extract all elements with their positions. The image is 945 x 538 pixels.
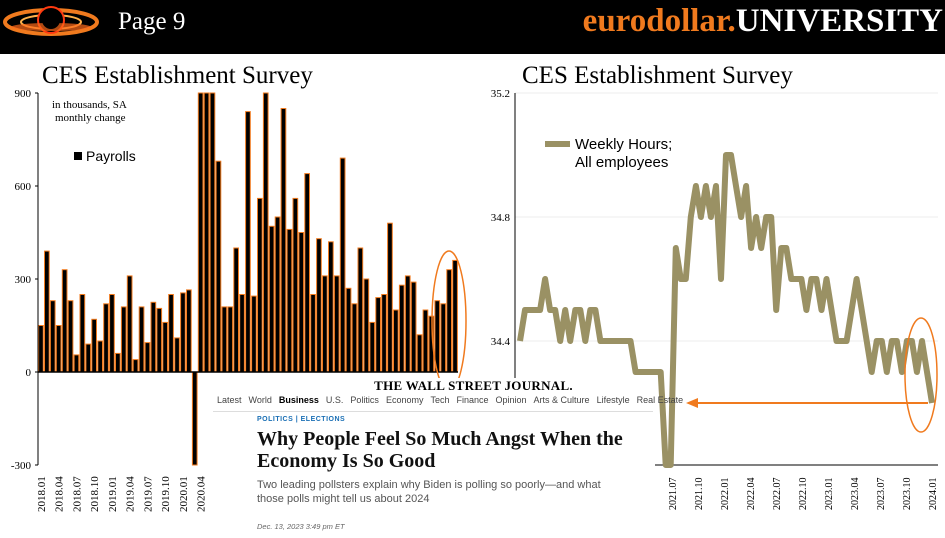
wsj-nav-item[interactable]: U.S. bbox=[325, 395, 344, 405]
wsj-nav-item[interactable]: Tech bbox=[430, 395, 450, 405]
wsj-nav-bar: Latest World Business U.S. Politics Economy Te… bbox=[213, 395, 683, 412]
right-legend-label-2: All employees bbox=[575, 154, 668, 171]
wsj-dek: Two leading pollsters explain why Biden … bbox=[257, 479, 601, 505]
wsj-nav-item[interactable]: Business bbox=[278, 395, 319, 405]
left-legend-swatch bbox=[74, 152, 82, 160]
left-xtick-label: 2019.01 bbox=[107, 476, 119, 512]
top-bar bbox=[0, 0, 945, 54]
left-xtick-label: 2020.01 bbox=[178, 476, 190, 512]
wsj-nav-item[interactable]: Arts & Culture bbox=[533, 395, 590, 405]
page-number: Page 9 bbox=[118, 8, 186, 35]
left-xtick-label: 2018.10 bbox=[89, 476, 101, 512]
wsj-nav-item[interactable]: Economy bbox=[385, 395, 424, 405]
reference-arrowhead bbox=[686, 398, 698, 408]
left-xtick-label: 2019.04 bbox=[125, 476, 137, 512]
wsj-headline[interactable]: Why People Feel So Much Angst When the E… bbox=[257, 428, 623, 472]
left-ytick-label: -300 bbox=[11, 460, 32, 472]
right-legend-label-1: Weekly Hours; bbox=[575, 136, 672, 153]
left-ytick-label: 900 bbox=[15, 88, 32, 100]
left-annotation-1: in thousands, SA bbox=[52, 99, 127, 111]
right-ytick-label: 35.2 bbox=[491, 88, 510, 100]
right-xtick-label: 2022.01 bbox=[720, 478, 731, 511]
right-highlight-ellipse bbox=[904, 317, 938, 433]
wsj-date: Dec. 13, 2023 3:49 pm ET bbox=[257, 522, 345, 531]
left-xtick-label: 2018.04 bbox=[54, 476, 66, 512]
left-chart-title: CES Establishment Survey bbox=[42, 62, 313, 89]
right-xtick-label: 2024.01 bbox=[928, 478, 939, 511]
right-chart-title: CES Establishment Survey bbox=[522, 62, 793, 89]
left-ytick-label: 300 bbox=[15, 274, 32, 286]
right-ytick-label: 34.4 bbox=[491, 336, 511, 348]
left-annotation-2: monthly change bbox=[55, 112, 126, 124]
right-xtick-label: 2023.01 bbox=[824, 478, 835, 511]
left-xtick-label: 2019.07 bbox=[142, 476, 154, 512]
wsj-nav-item[interactable]: Opinion bbox=[495, 395, 527, 405]
right-xtick-label: 2021.07 bbox=[668, 478, 679, 511]
wsj-nav-item[interactable]: Lifestyle bbox=[596, 395, 630, 405]
right-xtick-label: 2023.04 bbox=[850, 478, 861, 511]
brand-part-2: UNIVERSITY bbox=[735, 3, 943, 39]
left-xtick-label: 2018.07 bbox=[72, 476, 84, 512]
brand-part-1: eurodollar. bbox=[582, 3, 736, 39]
right-ytick-label: 34.8 bbox=[491, 212, 511, 224]
right-xtick-label: 2023.10 bbox=[902, 478, 913, 511]
left-ytick-label: 0 bbox=[26, 367, 32, 379]
left-xtick-label: 2020.04 bbox=[196, 476, 208, 512]
wsj-nav-item[interactable]: Finance bbox=[456, 395, 489, 405]
weekly-hours-line bbox=[517, 152, 935, 468]
right-xtick-label: 2022.10 bbox=[798, 478, 809, 511]
left-xtick-label: 2019.10 bbox=[160, 476, 172, 512]
right-xtick-label: 2022.07 bbox=[772, 478, 783, 511]
wsj-nav-item[interactable]: Politics bbox=[350, 395, 379, 405]
right-xtick-label: 2021.10 bbox=[694, 478, 705, 511]
right-xtick-label: 2023.07 bbox=[876, 478, 887, 511]
wsj-article-card[interactable]: THE WALL STREET JOURNAL. Latest World Busi… bbox=[213, 378, 683, 538]
wsj-nav-item[interactable]: Latest bbox=[217, 395, 242, 405]
left-ytick-label: 600 bbox=[15, 181, 32, 193]
left-xtick-label: 2018.01 bbox=[36, 476, 48, 512]
wsj-nav-item[interactable]: World bbox=[248, 395, 272, 405]
left-legend-label: Payrolls bbox=[86, 148, 136, 164]
black-hole-icon bbox=[0, 0, 102, 52]
brand-name: eurodollar.UNIVERSITY bbox=[583, 3, 943, 40]
wsj-masthead: THE WALL STREET JOURNAL. bbox=[374, 378, 573, 393]
wsj-nav-item[interactable]: Real Estate bbox=[636, 395, 684, 405]
wsj-section-tags[interactable]: POLITICS | ELECTIONS bbox=[257, 416, 346, 423]
right-xtick-label: 2022.04 bbox=[746, 478, 757, 511]
